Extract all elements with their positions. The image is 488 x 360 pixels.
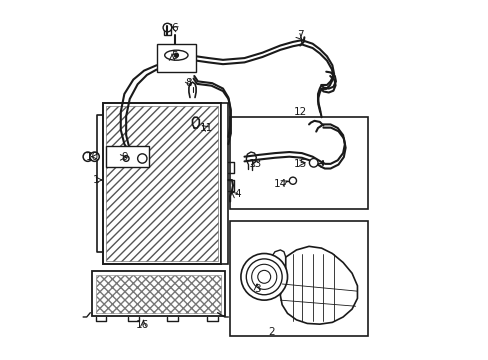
Bar	[106, 107, 217, 261]
Bar	[106, 146, 149, 167]
Text: 8: 8	[185, 78, 192, 88]
Circle shape	[309, 158, 317, 167]
Circle shape	[137, 154, 147, 163]
Circle shape	[163, 23, 171, 32]
Text: 5: 5	[171, 51, 178, 61]
Text: 7: 7	[296, 30, 303, 40]
Bar	[163, 24, 171, 35]
Bar	[156, 44, 196, 72]
Circle shape	[174, 53, 178, 57]
Bar	[230, 221, 367, 336]
Text: 15: 15	[293, 159, 306, 169]
Circle shape	[90, 152, 99, 161]
Text: 13: 13	[248, 159, 262, 169]
Text: 10: 10	[85, 152, 99, 162]
Circle shape	[257, 270, 270, 283]
Text: 14: 14	[273, 179, 286, 189]
Text: 12: 12	[293, 107, 306, 117]
Bar	[221, 103, 228, 264]
Bar	[96, 275, 221, 313]
Bar	[92, 271, 224, 316]
Text: 3: 3	[253, 284, 260, 294]
Text: 6: 6	[171, 23, 178, 33]
Bar	[102, 103, 221, 264]
Text: 2: 2	[267, 327, 274, 337]
Bar	[230, 117, 367, 209]
Circle shape	[251, 264, 276, 289]
Circle shape	[123, 156, 129, 161]
Text: 16: 16	[135, 320, 149, 330]
Circle shape	[246, 259, 282, 295]
Circle shape	[241, 253, 287, 300]
Circle shape	[289, 177, 296, 184]
Text: 11: 11	[200, 123, 213, 133]
Text: 4: 4	[234, 189, 240, 199]
Text: 1: 1	[92, 175, 99, 185]
Circle shape	[83, 152, 92, 161]
Text: 9: 9	[121, 152, 127, 162]
Polygon shape	[280, 246, 357, 324]
